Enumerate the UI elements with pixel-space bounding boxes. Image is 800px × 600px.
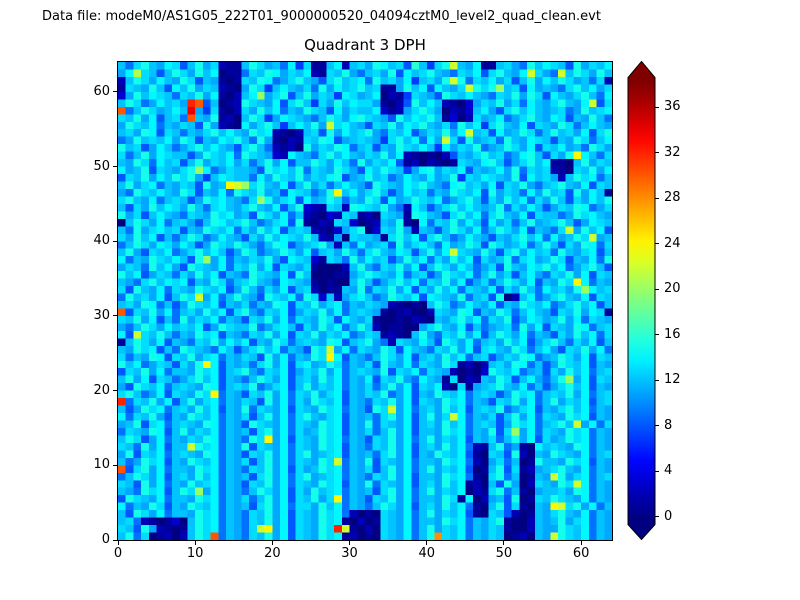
colorbar-tick-label: 0: [664, 508, 673, 524]
colorbar-tick-mark: [655, 470, 659, 472]
colorbar-tick-mark: [655, 516, 659, 518]
x-tick-mark: [503, 541, 505, 545]
colorbar-tick-mark: [655, 106, 659, 108]
y-tick-mark: [113, 315, 117, 317]
chart-title: Quadrant 3 DPH: [304, 36, 426, 54]
y-tick-mark: [113, 464, 117, 466]
x-tick-label: 40: [418, 546, 436, 561]
x-tick-label: 60: [572, 546, 590, 561]
x-tick-label: 50: [495, 546, 513, 561]
colorbar-tick-mark: [655, 379, 659, 381]
colorbar-tick-mark: [655, 152, 659, 154]
x-tick-label: 20: [264, 546, 281, 561]
y-tick-mark: [113, 91, 117, 93]
colorbar-tick-label: 8: [664, 417, 673, 433]
colorbar-tick-mark: [655, 334, 659, 336]
colorbar-tick-label: 24: [664, 235, 681, 251]
heatmap-image: [117, 61, 613, 541]
x-tick-label: 0: [113, 546, 123, 561]
y-tick-label: 30: [93, 307, 110, 323]
y-tick-label: 10: [93, 457, 110, 473]
colorbar-tick-label: 32: [664, 144, 681, 160]
colorbar-tick-mark: [655, 425, 659, 427]
y-tick-mark: [113, 166, 117, 168]
colorbar-tick-label: 16: [664, 326, 681, 342]
x-tick-mark: [349, 541, 351, 545]
x-tick-mark: [194, 541, 196, 545]
x-tick-mark: [580, 541, 582, 545]
colorbar-tick-label: 20: [664, 281, 681, 297]
y-tick-label: 40: [93, 233, 110, 249]
colorbar-tick-label: 36: [664, 99, 681, 115]
x-tick-mark: [271, 541, 273, 545]
y-tick-label: 0: [101, 532, 110, 547]
y-tick-mark: [113, 539, 117, 541]
colorbar-tick-label: 28: [664, 190, 681, 206]
x-tick-mark: [117, 541, 119, 545]
y-tick-mark: [113, 390, 117, 392]
x-tick-label: 10: [186, 546, 204, 561]
y-tick-label: 60: [93, 83, 110, 99]
y-tick-label: 50: [93, 158, 110, 174]
y-tick-mark: [113, 240, 117, 242]
colorbar-outline: [627, 60, 656, 541]
colorbar-tick-mark: [655, 197, 659, 199]
data-file-label: Data file: modeM0/AS1G05_222T01_90000005…: [42, 9, 601, 24]
x-tick-label: 30: [341, 546, 358, 561]
colorbar-tick-label: 4: [664, 463, 673, 479]
colorbar-tick-mark: [655, 243, 659, 245]
colorbar: [627, 60, 656, 541]
colorbar-tick-label: 12: [664, 372, 681, 388]
y-tick-label: 20: [93, 382, 110, 398]
colorbar-tick-mark: [655, 288, 659, 290]
x-tick-mark: [426, 541, 428, 545]
